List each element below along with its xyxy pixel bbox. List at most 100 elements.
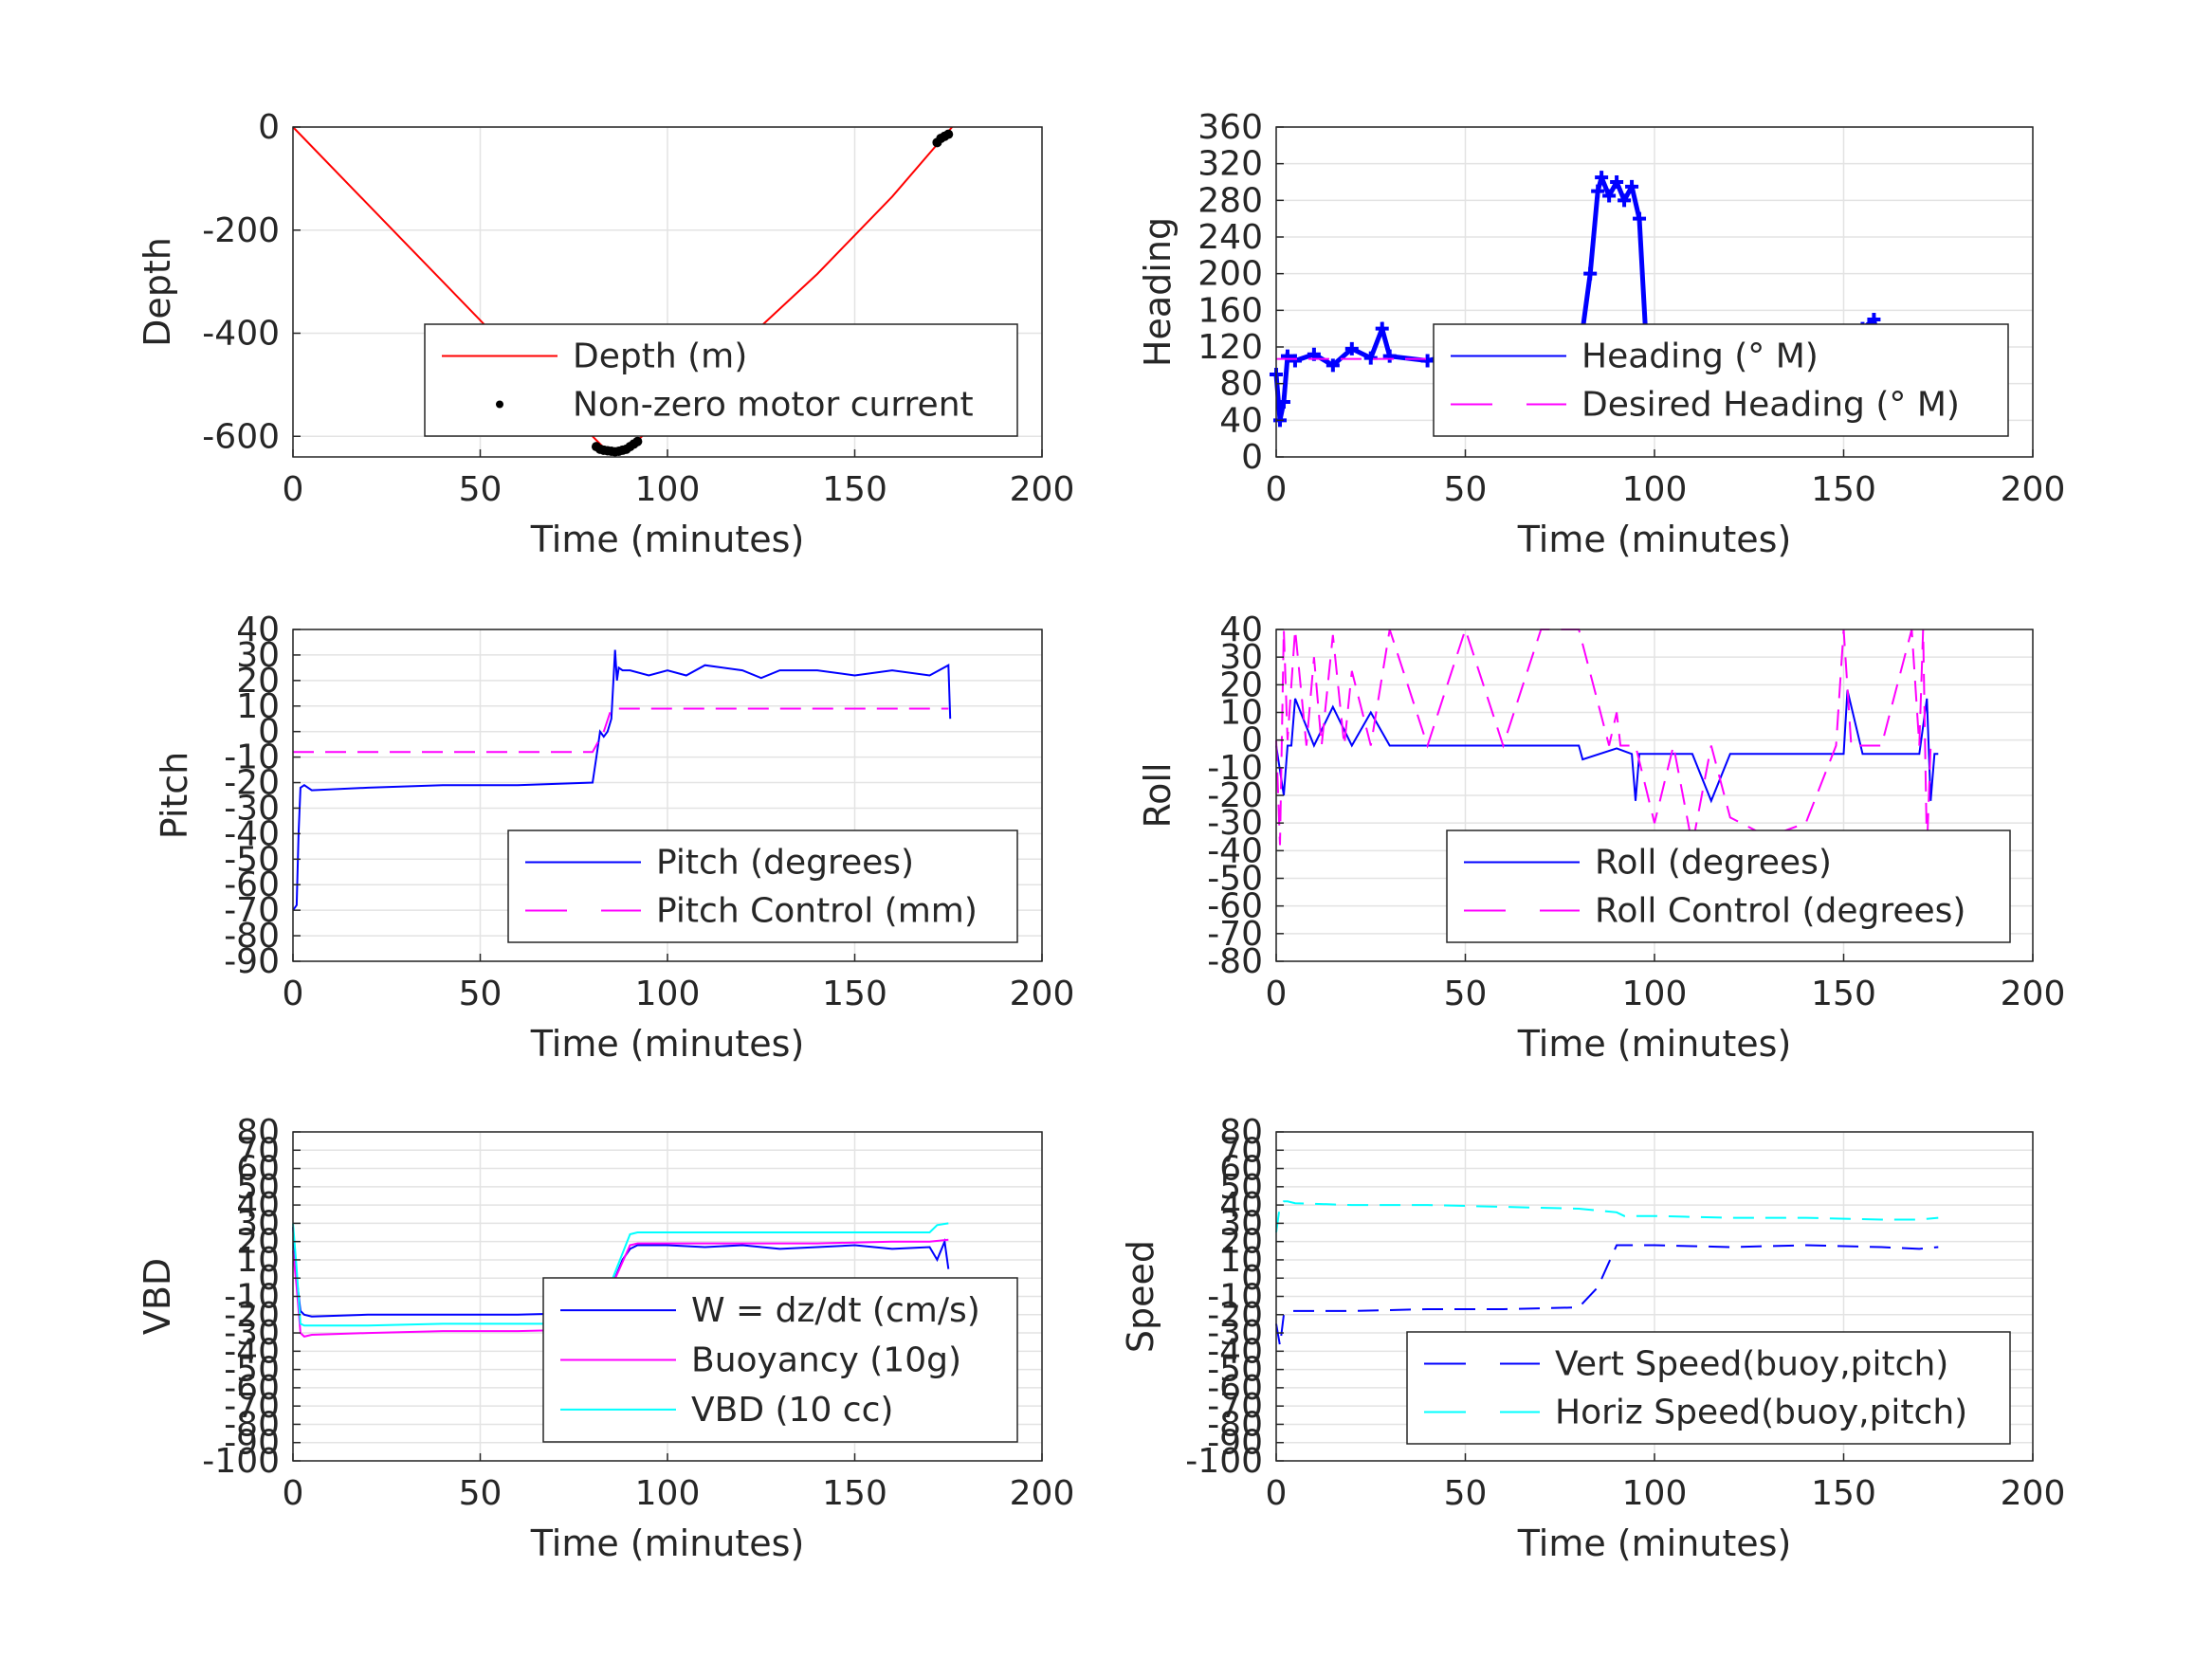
y-tick-label: 30 <box>236 1204 280 1243</box>
y-tick-label: 60 <box>1219 1150 1263 1189</box>
y-tick-label: -60 <box>224 866 280 904</box>
x-tick-label: 100 <box>1622 975 1688 1013</box>
chart-vbd: 0 50 100 150 200-100-90-80-70-60-50-40-30-20… <box>137 1113 1074 1564</box>
legend-label: Roll (degrees) <box>1595 844 1832 883</box>
y-tick-label: -50 <box>224 1351 280 1390</box>
y-tick-label: 40 <box>1219 1186 1263 1225</box>
y-axis-label: Speed <box>1120 1240 1161 1353</box>
y-tick-label: -20 <box>224 764 280 803</box>
y-tick-label: -200 <box>202 211 280 250</box>
y-tick-label: -90 <box>224 1424 280 1463</box>
x-tick-label: 100 <box>635 975 701 1013</box>
y-tick-label: -80 <box>1207 942 1263 981</box>
series-2-point <box>632 436 643 447</box>
y-tick-label: -60 <box>1207 1369 1263 1408</box>
y-tick-label: -20 <box>224 1296 280 1335</box>
legend: Vert Speed(buoy,pitch) Horiz Speed(buoy,p… <box>1406 1331 2011 1445</box>
y-tick-label: -60 <box>224 1369 280 1408</box>
x-tick-label: 150 <box>1811 470 1876 509</box>
y-tick-label: 80 <box>1219 365 1263 404</box>
series-1-point <box>1276 395 1290 409</box>
series-1-point <box>1280 349 1294 363</box>
series-1-point <box>1325 358 1340 373</box>
legend: Heading (° M) Desired Heading (° M) <box>1433 323 2009 437</box>
y-tick-label: 30 <box>236 636 280 675</box>
x-tick-label: 150 <box>822 470 887 509</box>
x-tick-label: 200 <box>2001 1474 2066 1513</box>
x-tick-label: 50 <box>459 1474 503 1513</box>
x-tick-label: 0 <box>1266 1474 1288 1513</box>
y-axis-label: Heading <box>1137 217 1179 367</box>
y-tick-label: 50 <box>236 1168 280 1207</box>
x-tick-label: 150 <box>822 1474 887 1513</box>
y-tick-label: 50 <box>1219 1168 1263 1207</box>
x-tick-label: 200 <box>1010 1474 1075 1513</box>
x-tick-label: 0 <box>1266 975 1288 1013</box>
series-1-line <box>292 649 952 911</box>
y-tick-label: 10 <box>236 687 280 726</box>
y-tick-label: -50 <box>224 840 280 879</box>
y-tick-label: 40 <box>236 611 280 649</box>
y-tick-label: 30 <box>1219 638 1263 677</box>
y-tick-label: 360 <box>1197 108 1263 147</box>
y-tick-label: 240 <box>1197 218 1263 257</box>
y-tick-label: -90 <box>224 942 280 981</box>
legend-label: Roll Control (degrees) <box>1595 892 1965 931</box>
y-tick-label: -30 <box>1207 804 1263 843</box>
series-1-point <box>1344 341 1359 356</box>
chart-speed: 0 50 100 150 200-100-90-80-70-60-50-40-30-20… <box>1120 1113 2065 1564</box>
y-tick-label: -400 <box>202 315 280 354</box>
y-tick-label: -20 <box>1207 776 1263 815</box>
series-1-point <box>1625 179 1639 193</box>
x-axis-label: Time (minutes) <box>530 1023 805 1065</box>
series-1-point <box>1288 354 1302 368</box>
y-tick-label: -10 <box>224 738 280 777</box>
x-tick-label: 200 <box>2001 470 2066 509</box>
chart-roll: 0 50 100 150 200-80-70-60-50-40-30-20-100102… <box>1137 611 2065 1065</box>
x-axis-label: Time (minutes) <box>1517 1023 1792 1065</box>
legend-label: Desired Heading (° M) <box>1581 386 1960 425</box>
y-tick-label: -80 <box>224 1405 280 1444</box>
series-1-point <box>1583 266 1598 281</box>
x-tick-label: 100 <box>1622 470 1688 509</box>
y-axis-label: Depth <box>137 237 178 347</box>
y-tick-label: 10 <box>1219 694 1263 733</box>
series-1-point <box>1610 175 1624 189</box>
x-tick-label: 50 <box>1444 1474 1488 1513</box>
y-tick-label: -90 <box>1207 1424 1263 1463</box>
y-tick-label: 70 <box>236 1131 280 1170</box>
x-tick-label: 150 <box>1811 1474 1876 1513</box>
y-tick-label: -40 <box>1207 1332 1263 1371</box>
y-tick-label: 20 <box>236 1223 280 1262</box>
legend-box <box>1433 323 2009 437</box>
y-tick-label: 40 <box>1219 611 1263 649</box>
legend: Pitch (degrees) Pitch Control (mm) <box>507 830 1018 943</box>
y-tick-label: -40 <box>1207 831 1263 870</box>
x-tick-label: 150 <box>1811 975 1876 1013</box>
y-tick-label: -10 <box>1207 749 1263 788</box>
series-1-line <box>1275 689 1939 804</box>
y-tick-label: -10 <box>224 1278 280 1317</box>
legend-box <box>507 830 1018 943</box>
y-tick-label: 320 <box>1197 145 1263 184</box>
y-tick-label: -100 <box>1185 1442 1263 1481</box>
x-tick-label: 200 <box>1010 975 1075 1013</box>
x-axis-label: Time (minutes) <box>530 519 805 560</box>
series-1-line <box>1275 1244 1939 1346</box>
legend-box <box>1446 830 2011 943</box>
y-tick-label: 30 <box>1219 1204 1263 1243</box>
x-axis-label: Time (minutes) <box>1517 1522 1792 1564</box>
y-tick-label: 60 <box>236 1150 280 1189</box>
y-tick-label: 0 <box>258 713 280 752</box>
y-axis-label: Roll <box>1137 762 1179 828</box>
chart-heading: 0 50 100 150 20004080120160200240280320360Ti… <box>1137 108 2065 560</box>
y-tick-label: -50 <box>1207 1351 1263 1390</box>
chart-pitch: 0 50 100 150 200-90-80-70-60-50-40-30-20-100… <box>154 611 1074 1065</box>
y-tick-label: 0 <box>1241 1259 1263 1298</box>
legend-marker <box>496 400 503 409</box>
x-tick-label: 0 <box>283 975 304 1013</box>
y-tick-label: -70 <box>224 891 280 930</box>
series-2-line <box>293 707 949 754</box>
x-tick-label: 100 <box>1622 1474 1688 1513</box>
